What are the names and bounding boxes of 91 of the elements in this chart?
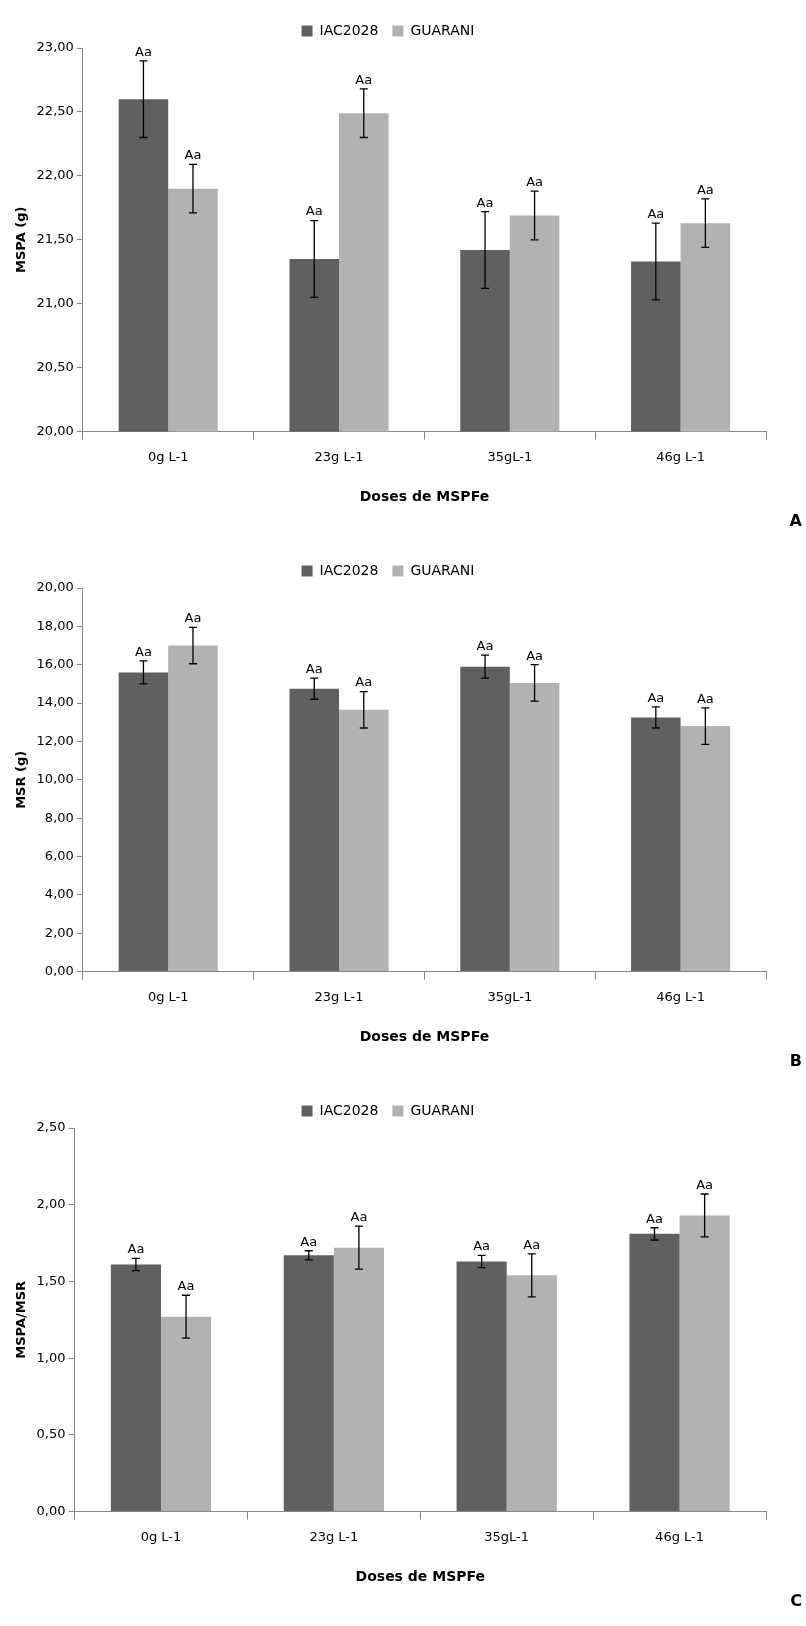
bar [460, 666, 510, 972]
x-axis-title: Doses de MSPFe [359, 488, 490, 505]
data-label: Aa [476, 638, 494, 654]
legend-label: GUARANI [410, 21, 475, 38]
x-axis-title: Doses de MSPFe [359, 1028, 490, 1045]
bar [110, 1264, 161, 1512]
y-tick-label: 16,00 [36, 656, 74, 672]
y-tick-label: 0,50 [36, 1426, 66, 1442]
x-tick-label: 46g L-1 [656, 988, 706, 1004]
data-label: Aa [184, 147, 202, 163]
y-tick-label: 4,00 [44, 886, 74, 902]
y-tick-label: 18,00 [36, 617, 74, 633]
y-tick-label: 2,00 [44, 924, 74, 940]
data-label: Aa [696, 181, 714, 197]
bar [289, 688, 340, 972]
y-tick-label: 0,00 [36, 1502, 66, 1518]
data-label: Aa [177, 1278, 195, 1294]
x-tick-label: 0g L-1 [147, 448, 189, 464]
bar [456, 1261, 507, 1512]
data-label: Aa [696, 690, 714, 706]
bar [680, 726, 731, 972]
y-axis-title: MSPA/MSR [13, 1280, 29, 1359]
y-tick-label: 6,00 [44, 847, 74, 863]
data-label: Aa [476, 194, 494, 210]
text: C [790, 1591, 802, 1611]
x-tick-label: 23g L-1 [314, 988, 364, 1004]
bar [506, 1275, 557, 1512]
y-tick-label: 23,00 [36, 39, 74, 55]
y-tick-label: 12,00 [36, 732, 74, 748]
data-label: Aa [647, 206, 665, 222]
y-tick-label: 2,50 [36, 1119, 66, 1135]
text: A [789, 511, 803, 531]
y-tick-label: 10,00 [36, 771, 74, 787]
y-tick-label: 20,00 [36, 579, 74, 595]
y-tick-label: 22,50 [36, 103, 74, 119]
y-tick-label: 14,00 [36, 694, 74, 710]
data-label: Aa [526, 647, 543, 663]
bar [118, 672, 169, 972]
data-label: Aa [305, 203, 323, 219]
y-axis-title: MSR (g) [13, 750, 29, 809]
data-label: Aa [696, 1176, 714, 1192]
data-label: Aa [135, 43, 152, 59]
bar [629, 1233, 680, 1512]
legend-label: GUARANI [410, 561, 475, 578]
bar [631, 717, 681, 972]
data-label: Aa [305, 661, 323, 677]
y-tick-label: 2,00 [36, 1196, 66, 1212]
legend-label: IAC2028 [319, 561, 379, 578]
text: B [789, 1051, 802, 1071]
legend-label: IAC2028 [319, 1101, 379, 1118]
y-tick-label: 21,00 [36, 295, 74, 311]
x-tick-label: 23g L-1 [309, 1528, 359, 1544]
x-tick-label: 23g L-1 [314, 448, 364, 464]
data-label: Aa [646, 1210, 663, 1226]
bar [168, 645, 218, 972]
x-axis-title: Doses de MSPFe [355, 1568, 485, 1585]
x-tick-label: 46g L-1 [656, 448, 706, 464]
data-label: Aa [523, 1236, 541, 1252]
data-label: Aa [355, 71, 373, 87]
x-tick-label: 46g L-1 [655, 1528, 705, 1544]
data-label: Aa [647, 689, 665, 705]
y-tick-label: 1,00 [36, 1349, 66, 1365]
y-tick-label: 21,50 [36, 231, 74, 247]
bar [339, 709, 389, 972]
x-tick-label: 35gL-1 [484, 1528, 530, 1544]
bar [160, 1316, 212, 1512]
y-tick-label: 20,50 [36, 359, 74, 375]
data-label: Aa [350, 1209, 368, 1225]
y-tick-label: 8,00 [44, 809, 74, 825]
y-tick-label: 20,00 [36, 422, 74, 438]
legend-label: IAC2028 [319, 21, 379, 38]
data-label: Aa [473, 1238, 491, 1254]
x-tick-label: 0g L-1 [147, 988, 189, 1004]
x-tick-label: 0g L-1 [140, 1528, 182, 1544]
data-label: Aa [127, 1241, 145, 1257]
data-label: Aa [184, 610, 202, 626]
data-label: Aa [526, 174, 543, 190]
x-tick-label: 35gL-1 [487, 988, 533, 1004]
y-tick-label: 0,00 [44, 962, 74, 978]
y-axis-title: MSPA (g) [13, 206, 29, 274]
bar [283, 1255, 334, 1512]
data-label: Aa [135, 643, 152, 659]
bar [509, 682, 560, 972]
data-label: Aa [355, 674, 373, 690]
y-tick-label: 1,50 [36, 1272, 66, 1288]
legend-label: GUARANI [410, 1101, 475, 1118]
data-label: Aa [300, 1233, 318, 1249]
bar [333, 1247, 384, 1512]
bar [679, 1215, 730, 1512]
x-tick-label: 35gL-1 [487, 448, 533, 464]
y-tick-label: 22,00 [36, 167, 74, 183]
